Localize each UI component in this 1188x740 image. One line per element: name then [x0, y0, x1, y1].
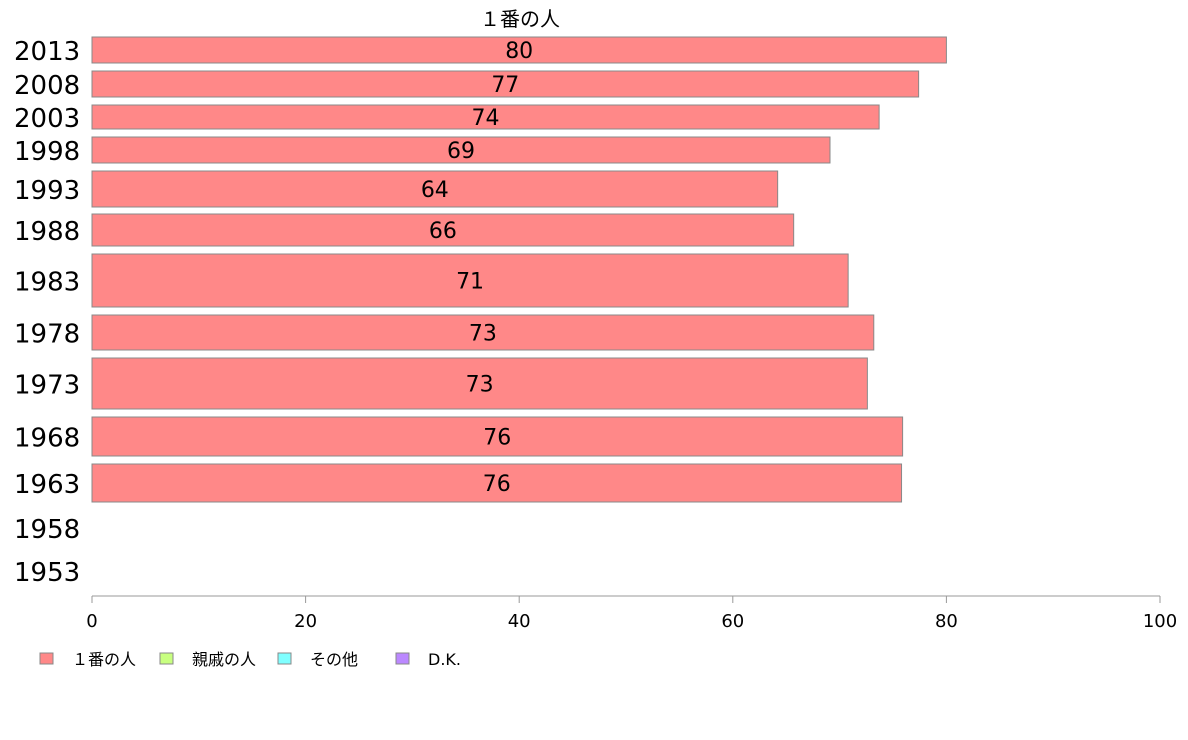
bar	[91, 170, 779, 208]
bar-value-label: 77	[491, 73, 519, 98]
bar-value-label: 73	[466, 373, 494, 398]
y-tick-label: 2013	[14, 37, 80, 67]
bar	[91, 314, 875, 351]
x-tick-label: 100	[1143, 611, 1177, 632]
bar-value-label: 64	[421, 178, 449, 203]
y-tick-label: 1978	[14, 320, 80, 350]
bar	[91, 357, 868, 410]
bar-value-label: 74	[472, 106, 500, 131]
y-tick-label: 2008	[14, 71, 80, 101]
x-tick-label: 80	[935, 611, 958, 632]
x-tick-label: 60	[721, 611, 744, 632]
y-tick-label: 1973	[14, 371, 80, 401]
chart-title: １番の人	[480, 7, 560, 31]
y-tick-label: 2003	[14, 104, 80, 134]
legend-swatch	[39, 652, 54, 665]
y-tick-label: 1953	[14, 558, 80, 588]
legend-label: 親戚の人	[192, 650, 256, 669]
y-tick-label: 1963	[14, 470, 80, 500]
bar	[91, 416, 904, 457]
bar-value-label: 76	[483, 472, 511, 497]
x-tick-label: 20	[294, 611, 317, 632]
legend-label: その他	[310, 650, 358, 669]
bar-value-label: 71	[456, 270, 484, 295]
y-tick-label: 1998	[14, 137, 80, 167]
bar-value-label: 80	[505, 39, 533, 64]
y-tick-label: 1968	[14, 424, 80, 454]
bar	[91, 136, 831, 164]
y-tick-label: 1993	[14, 176, 80, 206]
x-tick-label: 0	[86, 611, 97, 632]
bar	[91, 253, 849, 308]
bar-value-label: 66	[429, 219, 457, 244]
y-tick-label: 1983	[14, 268, 80, 298]
y-tick-label: 1958	[14, 515, 80, 545]
legend-swatch	[159, 652, 174, 665]
bar-value-label: 73	[469, 322, 497, 347]
legend-swatch	[277, 652, 292, 665]
bar	[91, 213, 795, 247]
legend-swatch	[395, 652, 410, 665]
bar	[91, 463, 903, 503]
legend-label: D.K.	[428, 650, 461, 669]
x-axis: 0 20 40 60 80 100	[86, 595, 1177, 632]
bar	[91, 36, 947, 64]
bars-group: 80 77 74 69 64 66 71 73 73 76 76	[91, 36, 947, 503]
bar-value-label: 69	[447, 139, 475, 164]
x-tick-label: 40	[508, 611, 531, 632]
bar	[91, 104, 880, 130]
bar-value-label: 76	[483, 426, 511, 451]
legend-label: １番の人	[72, 650, 136, 669]
y-tick-label: 1988	[14, 217, 80, 247]
legend: １番の人 親戚の人 その他 D.K.	[39, 650, 461, 669]
bar	[91, 70, 920, 98]
